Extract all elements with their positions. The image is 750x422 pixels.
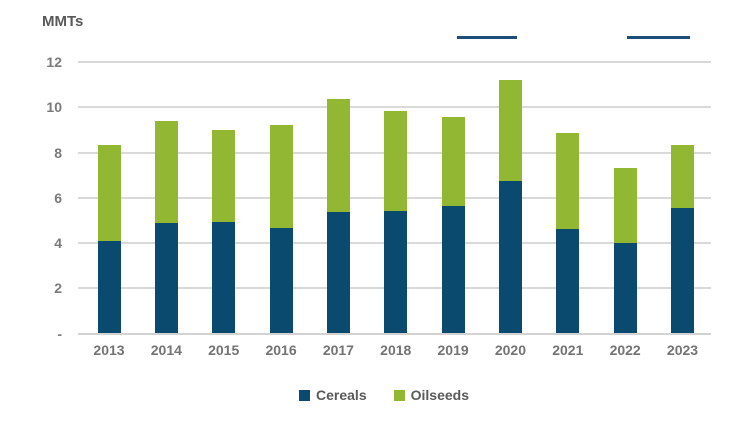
y-tick-label: 4 (54, 235, 62, 251)
bar-segment-oilseeds-2019 (441, 117, 465, 206)
x-tick-label-2015: 2015 (208, 342, 240, 358)
bar-segment-cereals-2023 (671, 207, 694, 334)
bar-segment-oilseeds-2013 (97, 144, 121, 241)
y-tick-label: 8 (54, 144, 62, 161)
bar-group-2016 (269, 125, 293, 334)
bar-group-2017 (326, 99, 350, 334)
plot-area (78, 61, 711, 335)
bar-segment-oilseeds-2022 (613, 168, 637, 243)
bar-segment-oilseeds-2018 (384, 110, 408, 212)
legend-swatch-oilseeds (393, 389, 405, 401)
bar-segment-cereals-2020 (498, 180, 522, 334)
legend-item-oilseeds: Oilseeds (393, 387, 469, 403)
bar-group-2018 (384, 110, 408, 334)
bar-segment-oilseeds-2017 (326, 99, 350, 213)
legend-label-cereals: Cereals (316, 387, 367, 403)
x-tick-label-2023: 2023 (666, 342, 699, 358)
bar-group-2022 (613, 168, 637, 334)
bar-group-2015 (212, 129, 236, 334)
y-tick-label: - (57, 325, 62, 342)
bar-segment-oilseeds-2016 (269, 125, 293, 229)
bar-segment-oilseeds-2014 (154, 120, 178, 223)
y-tick-label: 10 (46, 99, 62, 116)
legend-label-oilseeds: Oilseeds (410, 387, 469, 403)
x-axis-line (78, 332, 711, 335)
bar-segment-cereals-2015 (212, 221, 236, 334)
bar-segment-oilseeds-2021 (556, 133, 580, 230)
y-axis-units-label: MMTs (42, 13, 84, 30)
bar-segment-cereals-2013 (97, 240, 121, 334)
x-tick-label-2014: 2014 (150, 342, 182, 358)
x-tick-label-2022: 2022 (609, 342, 641, 358)
bar-segment-cereals-2019 (441, 205, 465, 334)
bar-group-2021 (556, 133, 580, 334)
y-tick-label: 12 (46, 54, 62, 70)
y-tick-label: 6 (54, 189, 62, 206)
bar-group-2020 (498, 80, 522, 334)
bar-segment-oilseeds-2015 (212, 129, 236, 222)
x-tick-label-2016: 2016 (265, 342, 297, 358)
y-tick-label: 2 (54, 280, 62, 297)
bar-segment-cereals-2022 (613, 242, 637, 334)
bar-group-2023 (671, 144, 694, 334)
annotation-line-1 (457, 36, 517, 39)
x-tick-label-2018: 2018 (380, 342, 412, 358)
x-tick-label-2019: 2019 (437, 342, 469, 358)
x-tick-label-2017: 2017 (322, 342, 354, 358)
bar-segment-cereals-2021 (556, 229, 580, 334)
x-tick-label-2021: 2021 (552, 342, 584, 358)
bar-segment-oilseeds-2023 (671, 144, 694, 208)
legend-swatch-cereals (299, 389, 311, 401)
bar-segment-oilseeds-2020 (498, 80, 522, 181)
annotation-line-2 (627, 36, 690, 39)
gridline (78, 106, 711, 109)
bar-segment-cereals-2014 (154, 222, 178, 334)
legend-item-cereals: Cereals (299, 387, 367, 403)
bar-group-2019 (441, 117, 465, 334)
gridline (78, 61, 711, 63)
legend: Cereals Oilseeds (18, 387, 750, 403)
x-tick-label-2013: 2013 (93, 342, 125, 358)
bar-group-2013 (97, 144, 121, 334)
bar-segment-cereals-2018 (384, 211, 408, 334)
bar-segment-cereals-2016 (269, 228, 293, 334)
x-tick-label-2020: 2020 (494, 342, 527, 358)
bar-group-2014 (154, 120, 178, 334)
bar-segment-cereals-2017 (326, 212, 350, 334)
